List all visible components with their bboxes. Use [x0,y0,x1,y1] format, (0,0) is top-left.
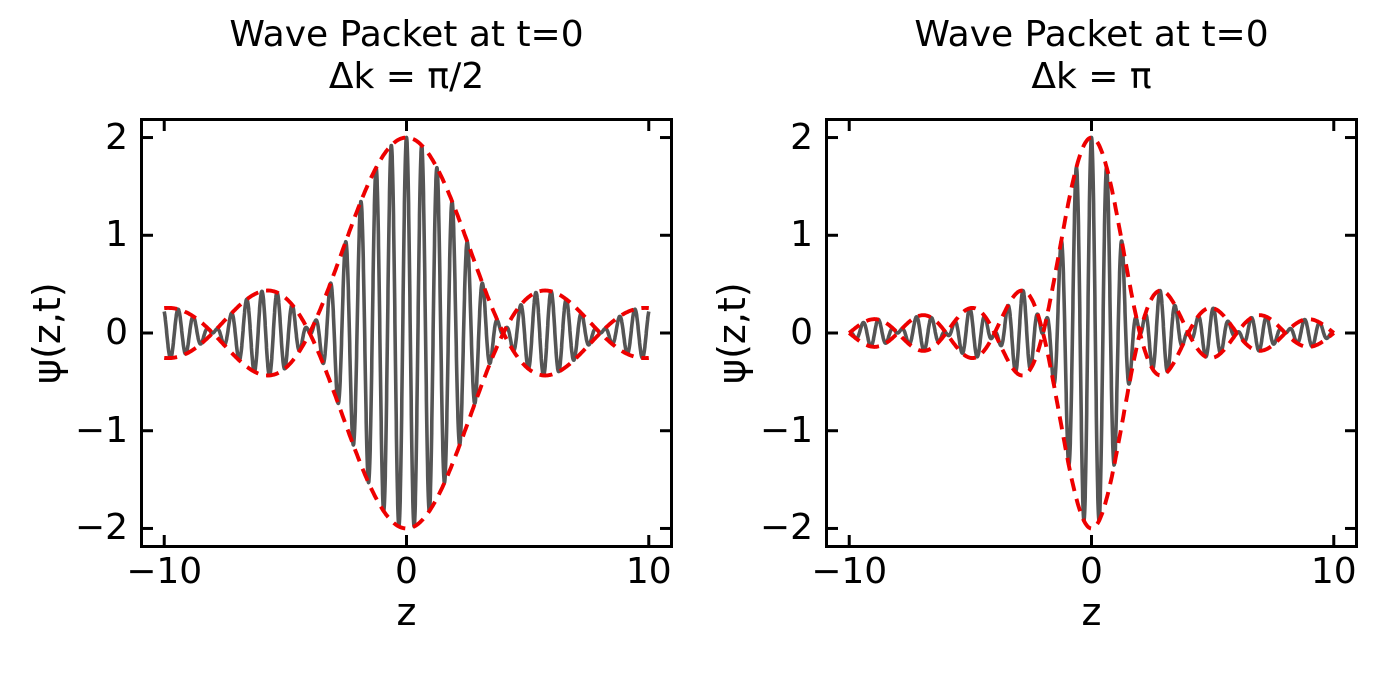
plot-left-x-axis-label: z [396,590,417,634]
plot-right-x-axis-label: z [1081,590,1102,634]
plot-left-x-tick-label: 0 [395,551,418,592]
plot-left-x-tick-label: −10 [126,551,203,592]
envelope-lower-curve [163,288,650,531]
plot-left-y-tick-label: 2 [105,116,128,158]
envelope-upper-curve [847,135,1336,378]
plot-right-y-tick-label: −2 [759,507,813,549]
plot-right-x-tick-label: −10 [811,551,888,592]
plot-left-chart-area [140,118,673,548]
plot-right-y-tick-label: 2 [790,116,813,158]
plot-left-title-line2: Δk = π/2 [328,56,485,97]
plot-left-title-line1: Wave Packet at t=0 [229,14,584,55]
envelope-lower-curve [847,288,1336,531]
plot-right-y-tick-label: 0 [790,312,813,353]
wave-psi-curve [847,135,1336,523]
plot-right-y-tick-label: 1 [790,214,813,256]
plot-left-x-tick-label: 10 [625,551,672,592]
plot-right-y-tick-label: −1 [759,409,813,451]
plot-right-title-line1: Wave Packet at t=0 [914,14,1269,55]
axes-frame [140,118,673,548]
envelope-upper-curve [163,135,650,378]
plot-right-title-line2: Δk = π [1031,56,1152,97]
plot-left-y-tick-label: 1 [105,214,128,256]
plot-left-title: Wave Packet at t=0 Δk = π/2 [140,14,673,98]
plot-right-x-tick-label: 0 [1080,551,1103,592]
wave-psi-curve [162,135,651,529]
plot-left-y-tick-label: −1 [74,409,128,451]
plot-left-axes [140,118,673,548]
axes-frame [825,118,1358,548]
plot-right-axes [825,118,1358,548]
plot-left-y-tick-label: −2 [74,507,128,549]
plot-right-chart-area [825,118,1358,548]
plot-right-title: Wave Packet at t=0 Δk = π [825,14,1358,98]
plot-right-x-tick-label: 10 [1310,551,1357,592]
plot-left-y-tick-label: 0 [105,312,128,353]
